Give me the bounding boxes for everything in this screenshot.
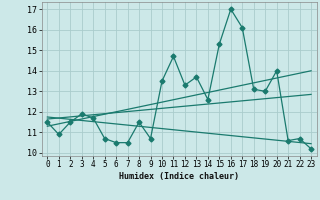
X-axis label: Humidex (Indice chaleur): Humidex (Indice chaleur) [119, 172, 239, 181]
